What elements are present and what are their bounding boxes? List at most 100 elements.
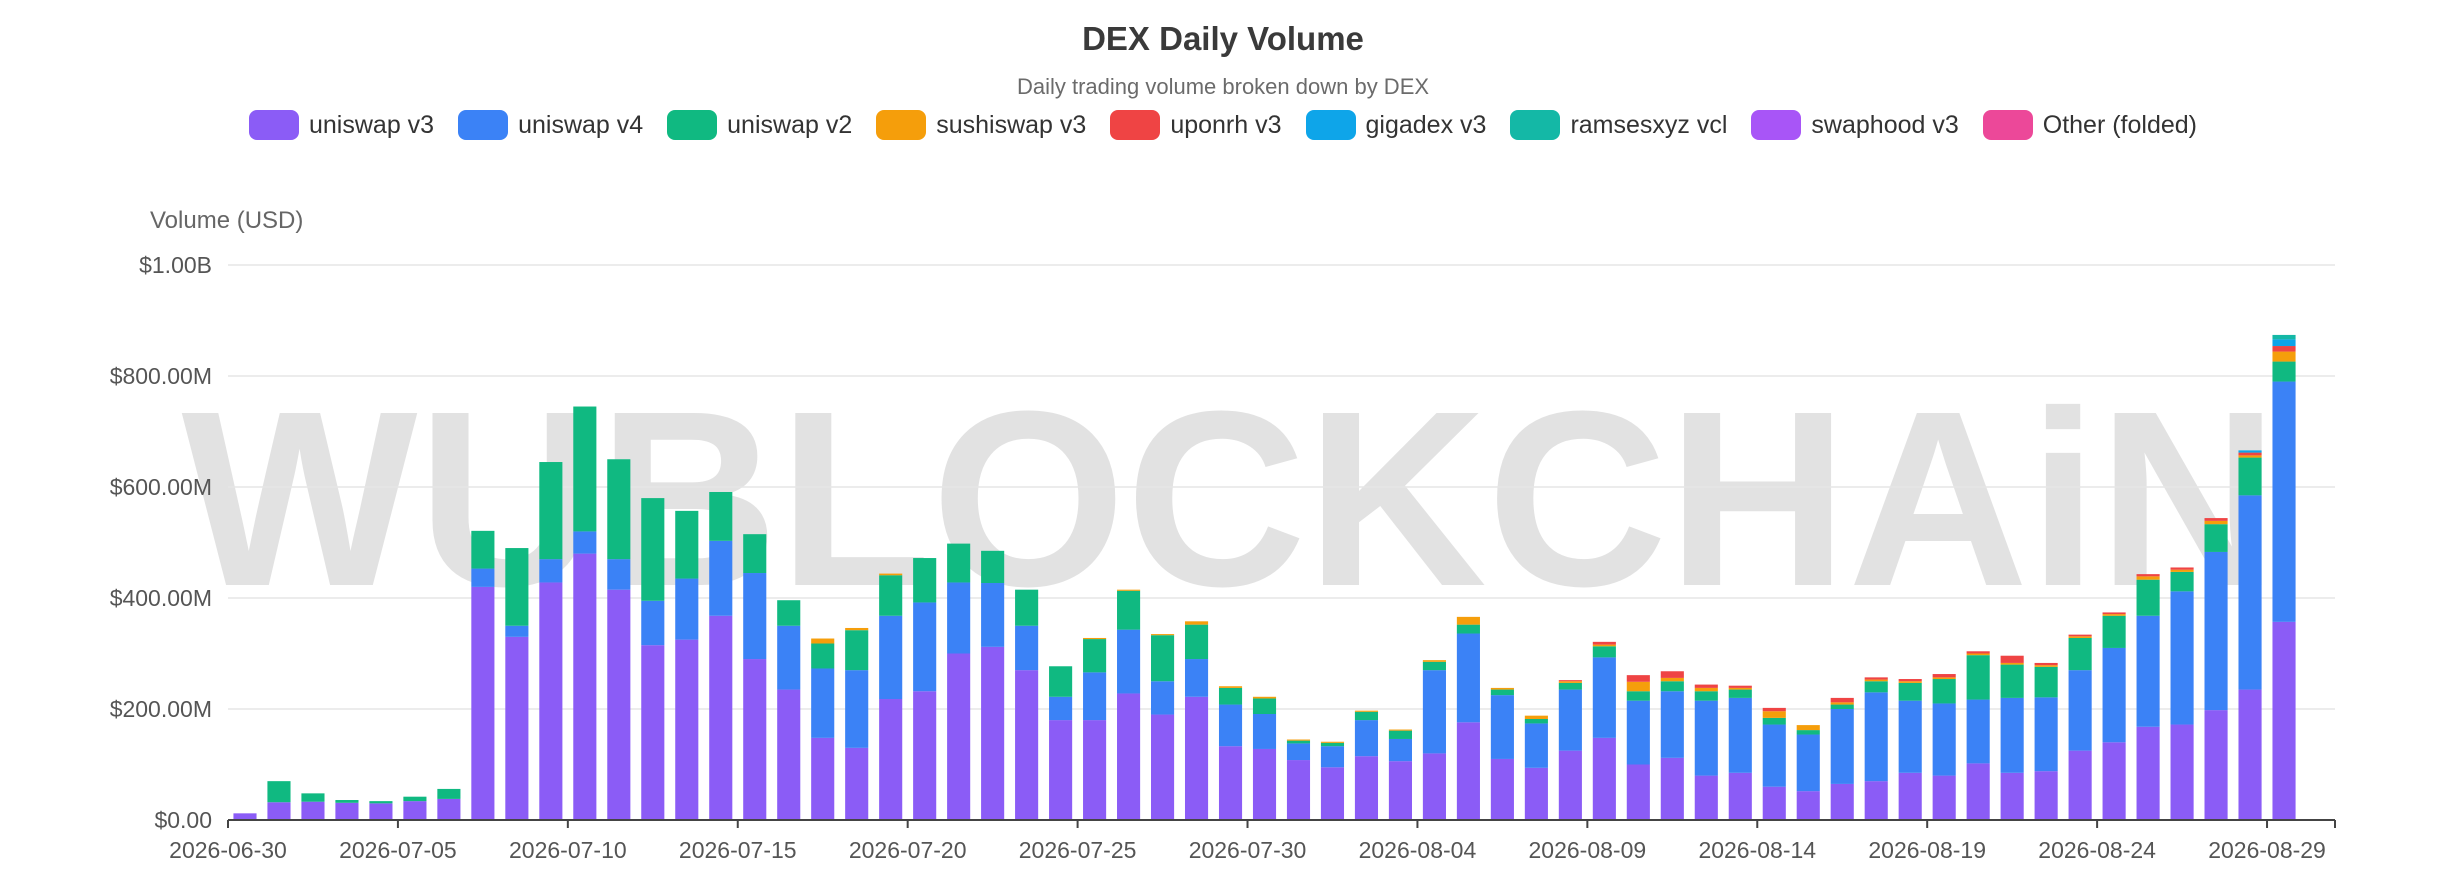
bar-segment-uniswap-v2[interactable] bbox=[573, 406, 597, 532]
bar-segment-uniswap-v3[interactable] bbox=[845, 747, 869, 820]
legend-item-4[interactable]: uponrh v3 bbox=[1110, 110, 1282, 140]
bar-segment-uniswap-v4[interactable] bbox=[1932, 703, 1956, 776]
bar-segment-uniswap-v2[interactable] bbox=[1117, 590, 1141, 630]
bar-segment-uniswap-v2[interactable] bbox=[471, 530, 495, 569]
bar-segment-uniswap-v4[interactable] bbox=[2068, 670, 2092, 751]
bar-segment-sushiswap-v3[interactable] bbox=[1490, 687, 1514, 690]
bar-segment-uniswap-v3[interactable] bbox=[1830, 783, 1854, 820]
bar-segment-sushiswap-v3[interactable] bbox=[1626, 681, 1650, 692]
bar-segment-sushiswap-v3[interactable] bbox=[1422, 660, 1446, 662]
bar-segment-uniswap-v2[interactable] bbox=[777, 600, 801, 626]
bar-segment-gigadex-v3[interactable] bbox=[2238, 450, 2262, 453]
bar-segment-sushiswap-v3[interactable] bbox=[1558, 681, 1582, 683]
bar-segment-uniswap-v4[interactable] bbox=[1388, 738, 1412, 762]
bar-segment-sushiswap-v3[interactable] bbox=[2000, 662, 2024, 665]
bar-segment-sushiswap-v3[interactable] bbox=[1694, 687, 1718, 692]
bar-segment-sushiswap-v3[interactable] bbox=[811, 638, 835, 644]
bar-segment-uniswap-v2[interactable] bbox=[403, 796, 427, 802]
bar-segment-uniswap-v4[interactable] bbox=[573, 531, 597, 554]
bar-segment-sushiswap-v3[interactable] bbox=[1184, 621, 1209, 625]
bar-segment-uniswap-v3[interactable] bbox=[879, 699, 903, 820]
bar-segment-uponrh-v3[interactable] bbox=[2034, 662, 2058, 666]
bar-segment-uniswap-v3[interactable] bbox=[1796, 791, 1820, 820]
bar-segment-uniswap-v2[interactable] bbox=[947, 543, 971, 583]
bar-segment-uniswap-v3[interactable] bbox=[1966, 763, 1990, 820]
bar-segment-uniswap-v3[interactable] bbox=[777, 689, 801, 820]
bar-segment-uniswap-v3[interactable] bbox=[947, 653, 971, 821]
bar-segment-uniswap-v3[interactable] bbox=[1456, 722, 1480, 820]
bar-segment-uniswap-v4[interactable] bbox=[539, 559, 563, 583]
bar-segment-uniswap-v3[interactable] bbox=[1252, 748, 1277, 820]
bar-segment-uniswap-v4[interactable] bbox=[2000, 697, 2024, 773]
bar-segment-uniswap-v4[interactable] bbox=[845, 670, 869, 748]
bar-segment-uponrh-v3[interactable] bbox=[1626, 675, 1650, 682]
bar-segment-uniswap-v3[interactable] bbox=[1151, 714, 1175, 820]
bar-segment-uniswap-v3[interactable] bbox=[1524, 767, 1548, 820]
legend-item-8[interactable]: Other (folded) bbox=[1982, 110, 2197, 140]
bar-segment-uniswap-v4[interactable] bbox=[607, 559, 631, 590]
bar-segment-sushiswap-v3[interactable] bbox=[1762, 711, 1786, 718]
bar-segment-uniswap-v3[interactable] bbox=[1728, 772, 1752, 820]
bar-segment-sushiswap-v3[interactable] bbox=[1898, 681, 1922, 683]
bar-segment-uponrh-v3[interactable] bbox=[1660, 671, 1684, 678]
bar-segment-uniswap-v4[interactable] bbox=[1083, 672, 1107, 721]
bar-segment-uniswap-v2[interactable] bbox=[1388, 730, 1412, 739]
bar-segment-uniswap-v2[interactable] bbox=[1524, 718, 1548, 724]
bar-segment-uniswap-v2[interactable] bbox=[1422, 661, 1446, 671]
bar-segment-sushiswap-v3[interactable] bbox=[1083, 637, 1107, 640]
bar-segment-uniswap-v2[interactable] bbox=[1966, 655, 1990, 700]
bar-segment-uniswap-v4[interactable] bbox=[1592, 657, 1616, 738]
bar-segment-sushiswap-v3[interactable] bbox=[845, 627, 869, 631]
bar-segment-uniswap-v2[interactable] bbox=[1151, 635, 1175, 682]
bar-segment-uniswap-v4[interactable] bbox=[1864, 692, 1888, 782]
bar-segment-sushiswap-v3[interactable] bbox=[1932, 677, 1956, 680]
bar-segment-sushiswap-v3[interactable] bbox=[2170, 569, 2194, 572]
bar-segment-uniswap-v3[interactable] bbox=[1184, 696, 1209, 820]
bar-segment-uniswap-v2[interactable] bbox=[1864, 681, 1888, 693]
bar-segment-sushiswap-v3[interactable] bbox=[2238, 455, 2262, 458]
bar-segment-sushiswap-v3[interactable] bbox=[2204, 520, 2228, 525]
bar-segment-uniswap-v4[interactable] bbox=[981, 583, 1005, 647]
bar-segment-uniswap-v4[interactable] bbox=[2034, 697, 2058, 772]
bar-segment-uniswap-v3[interactable] bbox=[267, 802, 291, 820]
bar-segment-uponrh-v3[interactable] bbox=[1694, 684, 1718, 688]
bar-segment-uniswap-v3[interactable] bbox=[335, 802, 359, 820]
bar-segment-uniswap-v3[interactable] bbox=[437, 798, 461, 820]
bar-segment-uniswap-v3[interactable] bbox=[1660, 757, 1684, 820]
bar-segment-uniswap-v2[interactable] bbox=[437, 788, 461, 799]
bar-segment-uponrh-v3[interactable] bbox=[1558, 680, 1582, 682]
bar-segment-uniswap-v3[interactable] bbox=[811, 737, 835, 820]
bar-segment-sushiswap-v3[interactable] bbox=[1728, 687, 1752, 690]
bar-segment-uniswap-v4[interactable] bbox=[1015, 625, 1039, 671]
legend-item-5[interactable]: gigadex v3 bbox=[1305, 110, 1486, 140]
bar-segment-gigadex-v3[interactable] bbox=[2272, 339, 2296, 347]
bar-segment-uniswap-v4[interactable] bbox=[1694, 700, 1718, 776]
bar-segment-uniswap-v3[interactable] bbox=[369, 803, 393, 820]
bar-segment-uniswap-v2[interactable] bbox=[2272, 361, 2296, 382]
bar-segment-uniswap-v2[interactable] bbox=[539, 462, 563, 560]
bar-segment-uniswap-v3[interactable] bbox=[675, 639, 699, 820]
bar-segment-uniswap-v3[interactable] bbox=[301, 801, 325, 820]
bar-segment-uniswap-v2[interactable] bbox=[1490, 689, 1514, 696]
bar-segment-uniswap-v4[interactable] bbox=[1456, 633, 1480, 723]
bar-segment-uniswap-v4[interactable] bbox=[2238, 495, 2262, 690]
bar-segment-uponrh-v3[interactable] bbox=[2238, 452, 2262, 456]
bar-segment-uponrh-v3[interactable] bbox=[2102, 612, 2126, 615]
bar-segment-uniswap-v3[interactable] bbox=[607, 589, 631, 820]
bar-segment-uniswap-v4[interactable] bbox=[1830, 709, 1854, 784]
bar-segment-uniswap-v3[interactable] bbox=[2272, 621, 2296, 820]
legend-item-0[interactable]: uniswap v3 bbox=[249, 110, 434, 140]
legend-item-2[interactable]: uniswap v2 bbox=[667, 110, 852, 140]
bar-segment-uniswap-v2[interactable] bbox=[369, 801, 393, 804]
bar-segment-uniswap-v4[interactable] bbox=[1762, 724, 1786, 787]
bar-segment-uniswap-v2[interactable] bbox=[1252, 698, 1277, 714]
bar-segment-sushiswap-v3[interactable] bbox=[2102, 614, 2126, 616]
bar-segment-uniswap-v4[interactable] bbox=[1320, 746, 1345, 768]
bar-segment-uniswap-v3[interactable] bbox=[913, 691, 937, 820]
bar-segment-sushiswap-v3[interactable] bbox=[1286, 739, 1311, 741]
bar-segment-uniswap-v4[interactable] bbox=[1558, 689, 1582, 751]
bar-segment-uniswap-v3[interactable] bbox=[1422, 753, 1446, 820]
legend-item-3[interactable]: sushiswap v3 bbox=[876, 110, 1086, 140]
bar-segment-uniswap-v4[interactable] bbox=[1184, 659, 1209, 697]
bar-segment-sushiswap-v3[interactable] bbox=[1151, 634, 1175, 636]
